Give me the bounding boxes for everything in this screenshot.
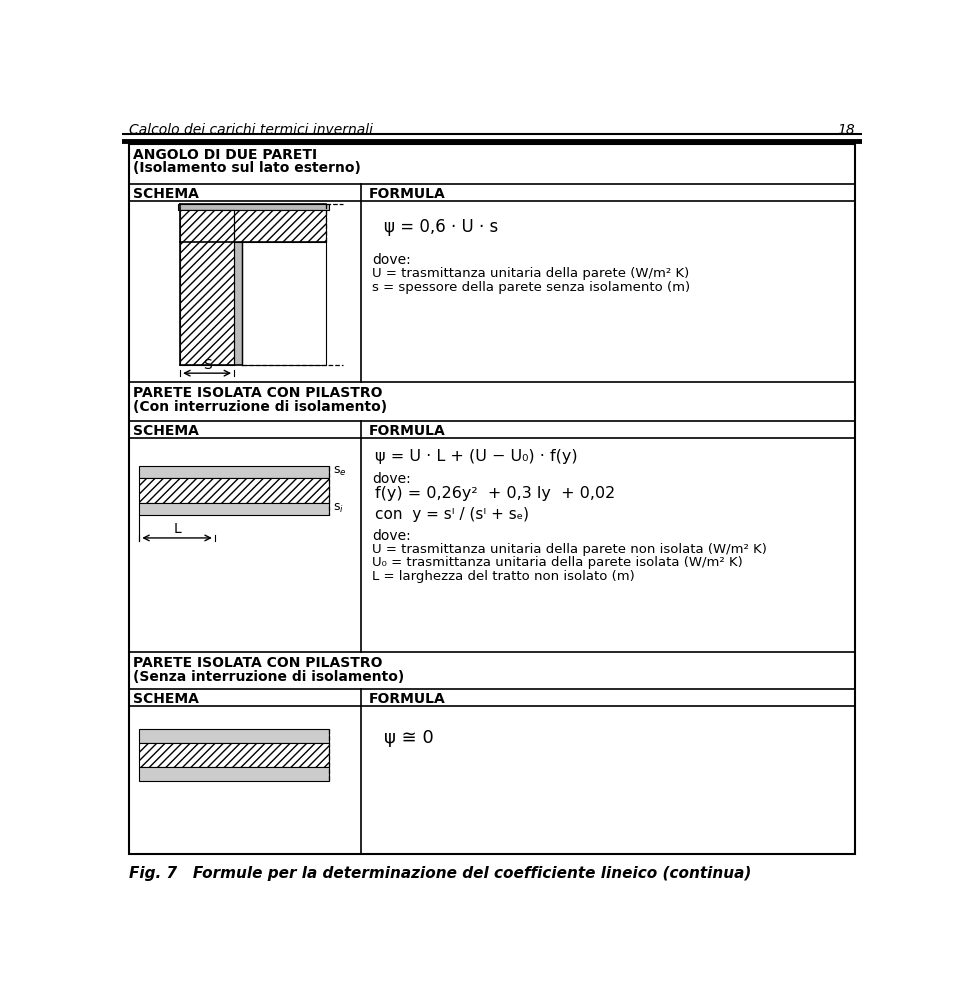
- Text: FORMULA: FORMULA: [369, 187, 445, 201]
- Text: con  y = sᴵ / (sᴵ + sₑ): con y = sᴵ / (sᴵ + sₑ): [375, 508, 529, 523]
- Text: (Senza interruzione di isolamento): (Senza interruzione di isolamento): [133, 669, 404, 683]
- Polygon shape: [242, 242, 326, 366]
- Text: SCHEMA: SCHEMA: [133, 187, 199, 201]
- Text: dove:: dove:: [372, 253, 411, 267]
- Text: PARETE ISOLATA CON PILASTRO: PARETE ISOLATA CON PILASTRO: [133, 386, 383, 400]
- Polygon shape: [139, 465, 328, 478]
- Text: dove:: dove:: [372, 471, 411, 485]
- Polygon shape: [139, 502, 328, 515]
- Text: U = trasmittanza unitaria della parete (W/m² K): U = trasmittanza unitaria della parete (…: [372, 267, 689, 280]
- Text: s = spessore della parete senza isolamento (m): s = spessore della parete senza isolamen…: [372, 280, 690, 293]
- Polygon shape: [139, 729, 328, 743]
- Text: ψ = U · L + (U − U₀) · f(y): ψ = U · L + (U − U₀) · f(y): [375, 448, 578, 463]
- Text: Fig. 7   Formule per la determinazione del coefficiente lineico (continua): Fig. 7 Formule per la determinazione del…: [129, 866, 751, 881]
- Text: U = trasmittanza unitaria della parete non isolata (W/m² K): U = trasmittanza unitaria della parete n…: [372, 543, 767, 556]
- Polygon shape: [234, 242, 242, 366]
- Text: S: S: [203, 358, 211, 372]
- Text: (Con interruzione di isolamento): (Con interruzione di isolamento): [133, 400, 387, 414]
- Polygon shape: [129, 144, 855, 853]
- Text: L: L: [173, 523, 180, 537]
- Text: U₀ = trasmittanza unitaria della parete isolata (W/m² K): U₀ = trasmittanza unitaria della parete …: [372, 557, 743, 570]
- Text: (Isolamento sul lato esterno): (Isolamento sul lato esterno): [133, 162, 361, 176]
- Text: Calcolo dei carichi termici invernali: Calcolo dei carichi termici invernali: [129, 123, 372, 137]
- Text: FORMULA: FORMULA: [369, 424, 445, 438]
- Text: SCHEMA: SCHEMA: [133, 691, 199, 706]
- Text: ψ ≅ 0: ψ ≅ 0: [384, 729, 434, 747]
- Text: L = larghezza del tratto non isolato (m): L = larghezza del tratto non isolato (m): [372, 570, 635, 583]
- Polygon shape: [139, 478, 328, 502]
- Text: ψ = 0,6 · U · s: ψ = 0,6 · U · s: [384, 218, 498, 235]
- Polygon shape: [139, 743, 328, 768]
- Polygon shape: [180, 210, 234, 366]
- Polygon shape: [178, 204, 328, 210]
- Text: ANGOLO DI DUE PARETI: ANGOLO DI DUE PARETI: [133, 148, 318, 162]
- Text: SCHEMA: SCHEMA: [133, 424, 199, 438]
- Text: f(y) = 0,26y²  + 0,3 ly  + 0,02: f(y) = 0,26y² + 0,3 ly + 0,02: [375, 485, 615, 500]
- Text: PARETE ISOLATA CON PILASTRO: PARETE ISOLATA CON PILASTRO: [133, 655, 383, 669]
- Text: FORMULA: FORMULA: [369, 691, 445, 706]
- Text: s$_i$: s$_i$: [332, 502, 344, 516]
- Text: s$_e$: s$_e$: [332, 465, 347, 478]
- Polygon shape: [180, 210, 326, 242]
- Polygon shape: [139, 768, 328, 781]
- Text: dove:: dove:: [372, 529, 411, 543]
- Text: 18: 18: [838, 123, 855, 137]
